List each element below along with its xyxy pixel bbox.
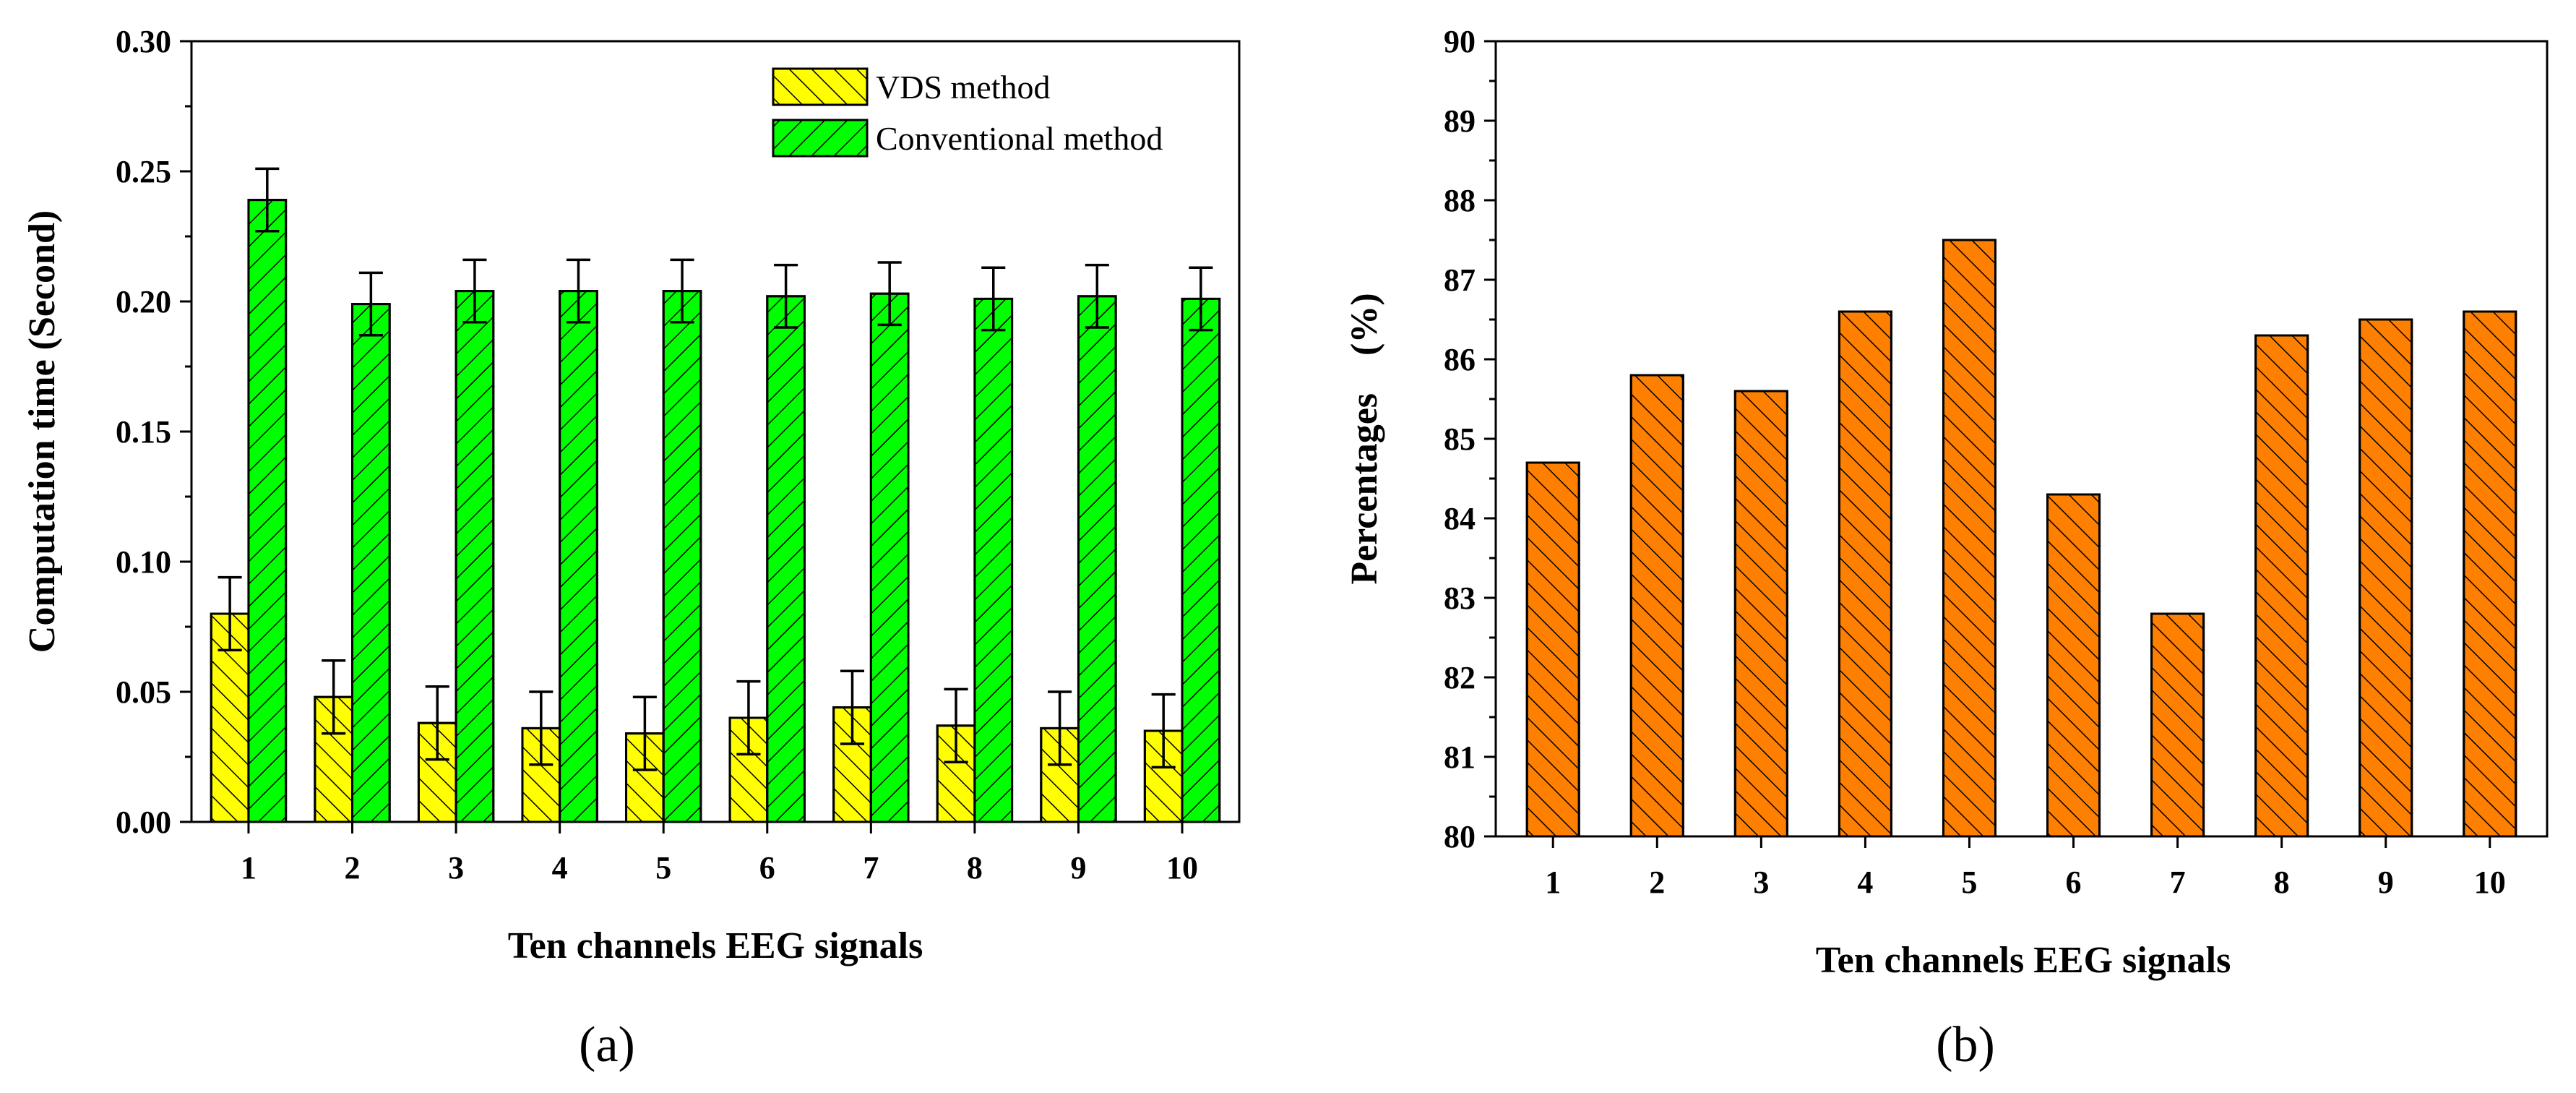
- errorbar-conventional-10: [1189, 266, 1213, 332]
- x-tick-label-5: 5: [655, 850, 671, 886]
- y-tick-label-86: 86: [1444, 342, 1476, 377]
- legend-swatch-vds-hatch: [772, 67, 869, 106]
- bar-hatch-conventional-1: [247, 199, 288, 823]
- panel-a-label: (a): [579, 1017, 635, 1073]
- x-tick-label-10: 10: [2474, 865, 2506, 900]
- y-tick-label-88: 88: [1444, 183, 1476, 218]
- x-tick-label-7: 7: [2170, 865, 2186, 900]
- y-tick-label-87: 87: [1444, 262, 1476, 298]
- x-tick-label-5: 5: [1961, 865, 1977, 900]
- x-tick-label-4: 4: [1857, 865, 1873, 900]
- legend: VDS method Conventional method: [772, 67, 1163, 158]
- legend-item-conventional: Conventional method: [772, 119, 1163, 158]
- errorbar-conventional-1: [255, 167, 280, 233]
- errorbar-conventional-6: [774, 263, 798, 329]
- legend-item-vds: VDS method: [772, 67, 1051, 106]
- y-tick-label-0.25: 0.25: [116, 154, 171, 189]
- errorbar-conventional-9: [1085, 263, 1109, 329]
- errorbar-conventional-7: [877, 261, 902, 327]
- panel-b-label: (b): [1936, 1017, 1995, 1073]
- x-tick-label-8: 8: [967, 850, 983, 886]
- x-tick-label-9: 9: [2378, 865, 2394, 900]
- y-tick-label-85: 85: [1444, 421, 1476, 457]
- bar-hatch-conventional-10: [1181, 297, 1221, 823]
- bar-hatch-conventional-7: [869, 292, 910, 823]
- bar-hatch-percentage-6: [2046, 493, 2101, 838]
- y-tick-label-80: 80: [1444, 819, 1476, 854]
- y-tick-label-82: 82: [1444, 660, 1476, 695]
- bar-hatch-percentage-5: [1942, 239, 1996, 838]
- x-tick-label-9: 9: [1070, 850, 1086, 886]
- legend-label-vds: VDS method: [876, 69, 1051, 106]
- errorbar-vds-3: [425, 685, 449, 761]
- legend-label-conventional: Conventional method: [876, 120, 1163, 157]
- panel-b-ylabel: Percentages (%): [1344, 293, 1385, 584]
- bar-hatch-percentage-1: [1525, 461, 1580, 838]
- x-tick-label-6: 6: [2066, 865, 2082, 900]
- x-tick-label-1: 1: [1545, 865, 1561, 900]
- x-tick-label-8: 8: [2274, 865, 2290, 900]
- x-tick-label-4: 4: [552, 850, 568, 886]
- errorbar-vds-2: [322, 659, 346, 735]
- bar-hatch-conventional-3: [455, 290, 495, 823]
- x-tick-label-10: 10: [1166, 850, 1198, 886]
- bar-hatch-percentage-9: [2359, 318, 2413, 838]
- errorbar-conventional-2: [358, 271, 383, 337]
- errorbar-vds-9: [1048, 690, 1072, 766]
- bar-hatch-percentage-7: [2150, 612, 2205, 838]
- bar-hatch-conventional-6: [766, 295, 806, 823]
- errorbar-vds-6: [736, 680, 761, 756]
- x-tick-label-2: 2: [1649, 865, 1665, 900]
- errorbar-conventional-8: [981, 266, 1006, 332]
- x-tick-label-3: 3: [1753, 865, 1769, 900]
- bar-hatch-percentage-10: [2463, 310, 2517, 838]
- errorbar-vds-5: [632, 695, 657, 771]
- bar-hatch-conventional-2: [351, 303, 391, 823]
- y-tick-label-84: 84: [1444, 501, 1476, 536]
- x-tick-label-1: 1: [241, 850, 257, 886]
- errorbar-conventional-3: [462, 258, 487, 324]
- x-tick-label-6: 6: [759, 850, 775, 886]
- y-tick-label-0.10: 0.10: [116, 544, 171, 580]
- panel-a-xlabel: Ten channels EEG signals: [508, 925, 923, 966]
- errorbar-vds-10: [1151, 693, 1176, 769]
- bar-hatch-percentage-3: [1733, 390, 1788, 838]
- bar-hatch-conventional-8: [973, 297, 1014, 823]
- x-tick-label-7: 7: [863, 850, 879, 886]
- errorbar-vds-7: [840, 669, 865, 745]
- y-tick-label-90: 90: [1444, 24, 1476, 59]
- y-tick-label-0.20: 0.20: [116, 284, 171, 320]
- y-tick-label-83: 83: [1444, 580, 1476, 616]
- legend-swatch-conventional-hatch: [772, 119, 869, 158]
- x-tick-label-3: 3: [448, 850, 464, 886]
- bar-hatch-percentage-2: [1629, 374, 1684, 838]
- bar-hatch-conventional-5: [662, 290, 702, 823]
- panel-a-ylabel: Computation time (Second): [22, 210, 63, 653]
- errorbar-vds-8: [944, 687, 968, 763]
- bar-hatch-percentage-4: [1838, 310, 1892, 838]
- panel-b-xlabel: Ten channels EEG signals: [1816, 940, 2231, 981]
- panel-a-marks: [210, 167, 1221, 823]
- y-tick-label-0.30: 0.30: [116, 24, 171, 59]
- errorbar-vds-1: [217, 575, 242, 652]
- bar-hatch-conventional-9: [1077, 295, 1117, 823]
- bar-hatch-percentage-8: [2254, 334, 2309, 838]
- y-tick-label-0.05: 0.05: [116, 674, 171, 710]
- errorbar-conventional-4: [566, 258, 591, 324]
- panel-a: 1 2 3 4 5 6 7 8 9 100.000.050.100.150.200.250.30 …: [22, 24, 1241, 1073]
- y-tick-label-81: 81: [1444, 740, 1476, 775]
- x-tick-label-2: 2: [345, 850, 361, 886]
- panel-a-ticks: 1 2 3 4 5 6 7 8 9 10 0.00 0.05 0.10 0.15 0.20 0.25 0.30: [116, 24, 1198, 886]
- panel-b-marks: [1525, 239, 2517, 838]
- y-tick-label-89: 89: [1444, 103, 1476, 139]
- y-tick-label-0.15: 0.15: [116, 414, 171, 450]
- errorbar-vds-4: [529, 690, 553, 766]
- errorbar-conventional-5: [670, 258, 694, 324]
- y-tick-label-0.00: 0.00: [116, 805, 171, 840]
- bar-hatch-conventional-4: [559, 290, 598, 823]
